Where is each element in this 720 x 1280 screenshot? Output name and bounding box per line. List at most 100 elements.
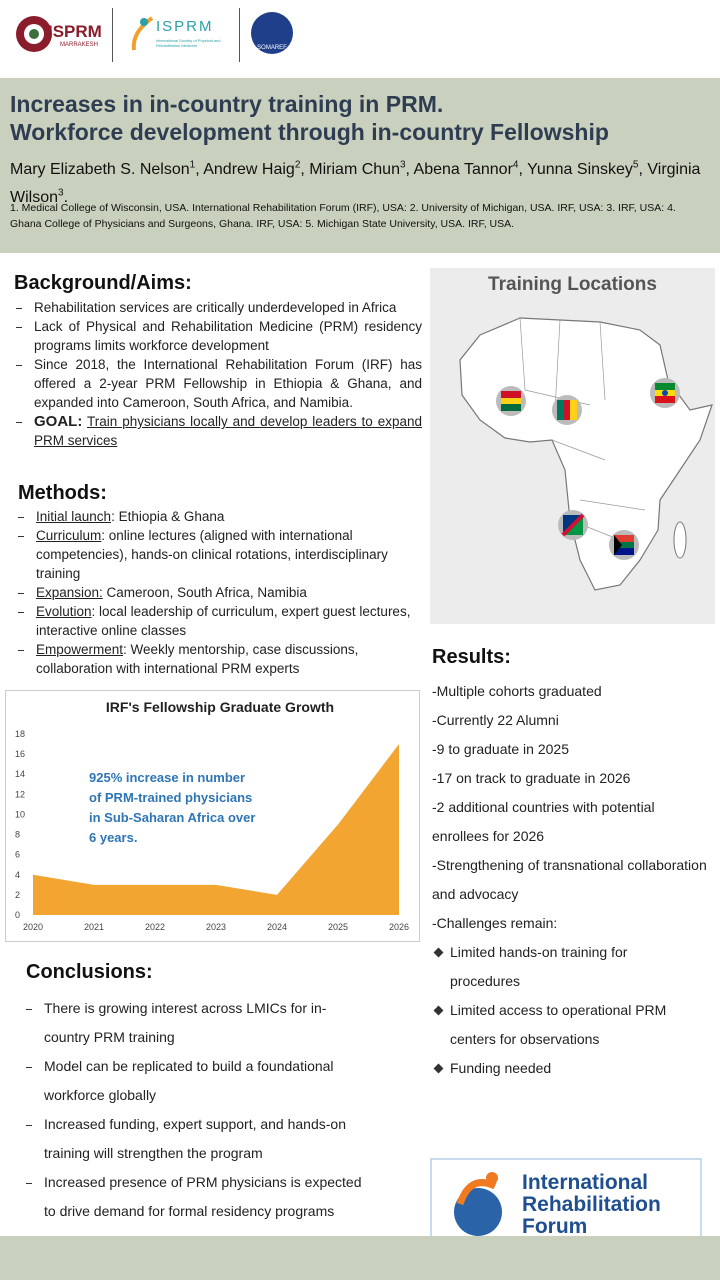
bullet: [16, 327, 22, 328]
author-name: Mary Elizabeth S. Nelson: [10, 161, 190, 179]
conclusions-list: There is growing interest across LMICs f…: [22, 994, 372, 1226]
conclusion-text: Increased presence of PRM physicians is …: [44, 1174, 362, 1219]
item-text: : online lectures (aligned with internat…: [36, 528, 388, 581]
irf-word: Forum: [522, 1215, 588, 1238]
bullet: [18, 517, 24, 518]
footer-band: [0, 1236, 720, 1280]
bullet: [18, 612, 24, 613]
x-tick-label: 2020: [23, 922, 43, 932]
conclusion-text: Increased funding, expert support, and h…: [44, 1116, 346, 1161]
result-item: -17 on track to graduate in 2026: [432, 770, 631, 786]
y-tick-label: 18: [15, 729, 25, 739]
x-tick-label: 2023: [206, 922, 226, 932]
result-item: -9 to graduate in 2025: [432, 741, 569, 757]
result-text: Funding needed: [450, 1060, 552, 1076]
item-label: Initial launch: [36, 509, 112, 524]
result-subitem: Funding needed: [432, 1054, 712, 1083]
section-heading: Results:: [432, 646, 511, 669]
header-band: [0, 78, 720, 253]
item-text: : Ethiopia & Ghana: [111, 509, 225, 524]
conclusion-text: Model can be replicated to build a found…: [44, 1058, 334, 1103]
item-label: GOAL:: [34, 413, 83, 430]
somaref-logo: SOMAREF: [251, 12, 293, 54]
section-heading: Background/Aims:: [14, 272, 192, 295]
conclusion-item: Increased funding, expert support, and h…: [22, 1110, 372, 1168]
list-item: Initial launch: Ethiopia & Ghana: [14, 507, 414, 526]
author-name: Virginia Wilson: [10, 161, 701, 206]
annotation: 925% increase in number: [89, 770, 245, 785]
list-item: Curriculum: online lectures (aligned wit…: [14, 526, 414, 583]
list-item: Lack of Physical and Rehabilitation Medi…: [12, 317, 422, 355]
author-name: Miriam Chun: [309, 161, 400, 179]
author: Andrew Haig2,: [203, 160, 310, 179]
title-line: Workforce development through in-country…: [10, 119, 609, 145]
heading: Conclusions:: [26, 961, 153, 983]
item-text: Cameroon, South Africa, Namibia: [102, 585, 307, 600]
bullet: [26, 1125, 32, 1126]
affiliation-number: 5: [632, 160, 639, 171]
y-tick-label: 6: [15, 850, 20, 860]
result-text: Limited hands-on training for procedures: [450, 944, 628, 989]
author-name: Yunna Sinskey: [527, 161, 633, 179]
annotation: 6 years.: [89, 830, 137, 845]
result-item: -Strengthening of transnational collabor…: [432, 857, 707, 902]
logo-text: ISPRM: [48, 22, 102, 41]
flag-marker-ethiopia: [650, 378, 680, 408]
list-item: Empowerment: Weekly mentorship, case dis…: [14, 640, 414, 678]
result-item: -Currently 22 Alumni: [432, 712, 559, 728]
item-text: Train physicians locally and develop lea…: [34, 414, 422, 448]
irf-word: International: [522, 1171, 649, 1194]
conclusion-item: Increased presence of PRM physicians is …: [22, 1168, 372, 1226]
item-label: Evolution: [36, 604, 92, 619]
item-label: Expansion:: [36, 585, 103, 600]
y-tick-label: 12: [15, 789, 25, 799]
author: Yunna Sinskey5,: [527, 160, 648, 179]
chart-title: IRF's Fellowship Graduate Growth: [106, 699, 334, 715]
annotation: of PRM-trained physicians: [89, 790, 252, 805]
list-item: Rehabilitation services are critically u…: [12, 298, 422, 317]
list-item: Evolution: local leadership of curriculu…: [14, 602, 414, 640]
affiliation-number: 2: [294, 160, 301, 171]
irf-logo: International Rehabilitation Forum: [430, 1158, 702, 1248]
y-tick-label: 16: [15, 749, 25, 759]
author: Miriam Chun3,: [309, 160, 414, 179]
bullet: [16, 365, 22, 366]
bullet: [16, 308, 22, 309]
section-heading: Conclusions:: [26, 961, 153, 984]
item-text: : local leadership of curriculum, expert…: [36, 604, 411, 638]
author: Abena Tannor4,: [413, 160, 528, 179]
bullet: [433, 1005, 444, 1016]
section-heading: Methods:: [18, 482, 107, 505]
x-tick-label: 2022: [145, 922, 165, 932]
affiliation-number: 3: [58, 187, 64, 199]
title-line: Increases in in-country training in PRM.: [10, 91, 444, 117]
methods-list: Initial launch: Ethiopia & Ghana Curricul…: [14, 507, 414, 678]
bullet: [433, 1063, 444, 1074]
bullet: [26, 1009, 32, 1010]
logo-text: International Society of Physical and Re…: [156, 38, 221, 48]
conclusion-text: There is growing interest across LMICs f…: [44, 1000, 327, 1045]
x-tick-label: 2024: [267, 922, 287, 932]
list-item: GOAL: Train physicians locally and devel…: [12, 412, 422, 450]
bullet: [18, 593, 24, 594]
area: [33, 744, 399, 915]
map-panel: Training Locations: [430, 268, 715, 624]
isprm-congress-logo: ISPRM MARRAKESH: [14, 8, 102, 60]
author: Virginia Wilson3.: [10, 161, 701, 206]
title: Increases in in-country training in PRM.…: [10, 90, 609, 146]
chart: IRF's Fellowship Graduate Growth 0 2 4 6 8 10…: [5, 690, 420, 942]
authors: Mary Elizabeth S. Nelson1, Andrew Haig2,…: [10, 154, 710, 209]
flag-marker-cameroon: [552, 395, 582, 425]
item-label: Curriculum: [36, 528, 102, 543]
y-tick-label: 14: [15, 769, 25, 779]
affiliation-number: 3: [399, 160, 406, 171]
result-subitem: Limited hands-on training for procedures: [432, 938, 712, 996]
y-tick-label: 2: [15, 890, 20, 900]
item-text: Rehabilitation services are critically u…: [34, 300, 397, 315]
flag-marker-ghana: [496, 386, 526, 416]
author: Mary Elizabeth S. Nelson1,: [10, 160, 204, 179]
y-tick-label: 4: [15, 870, 20, 880]
result-text: Limited access to operational PRM center…: [450, 1002, 667, 1047]
bullet: [16, 422, 22, 423]
